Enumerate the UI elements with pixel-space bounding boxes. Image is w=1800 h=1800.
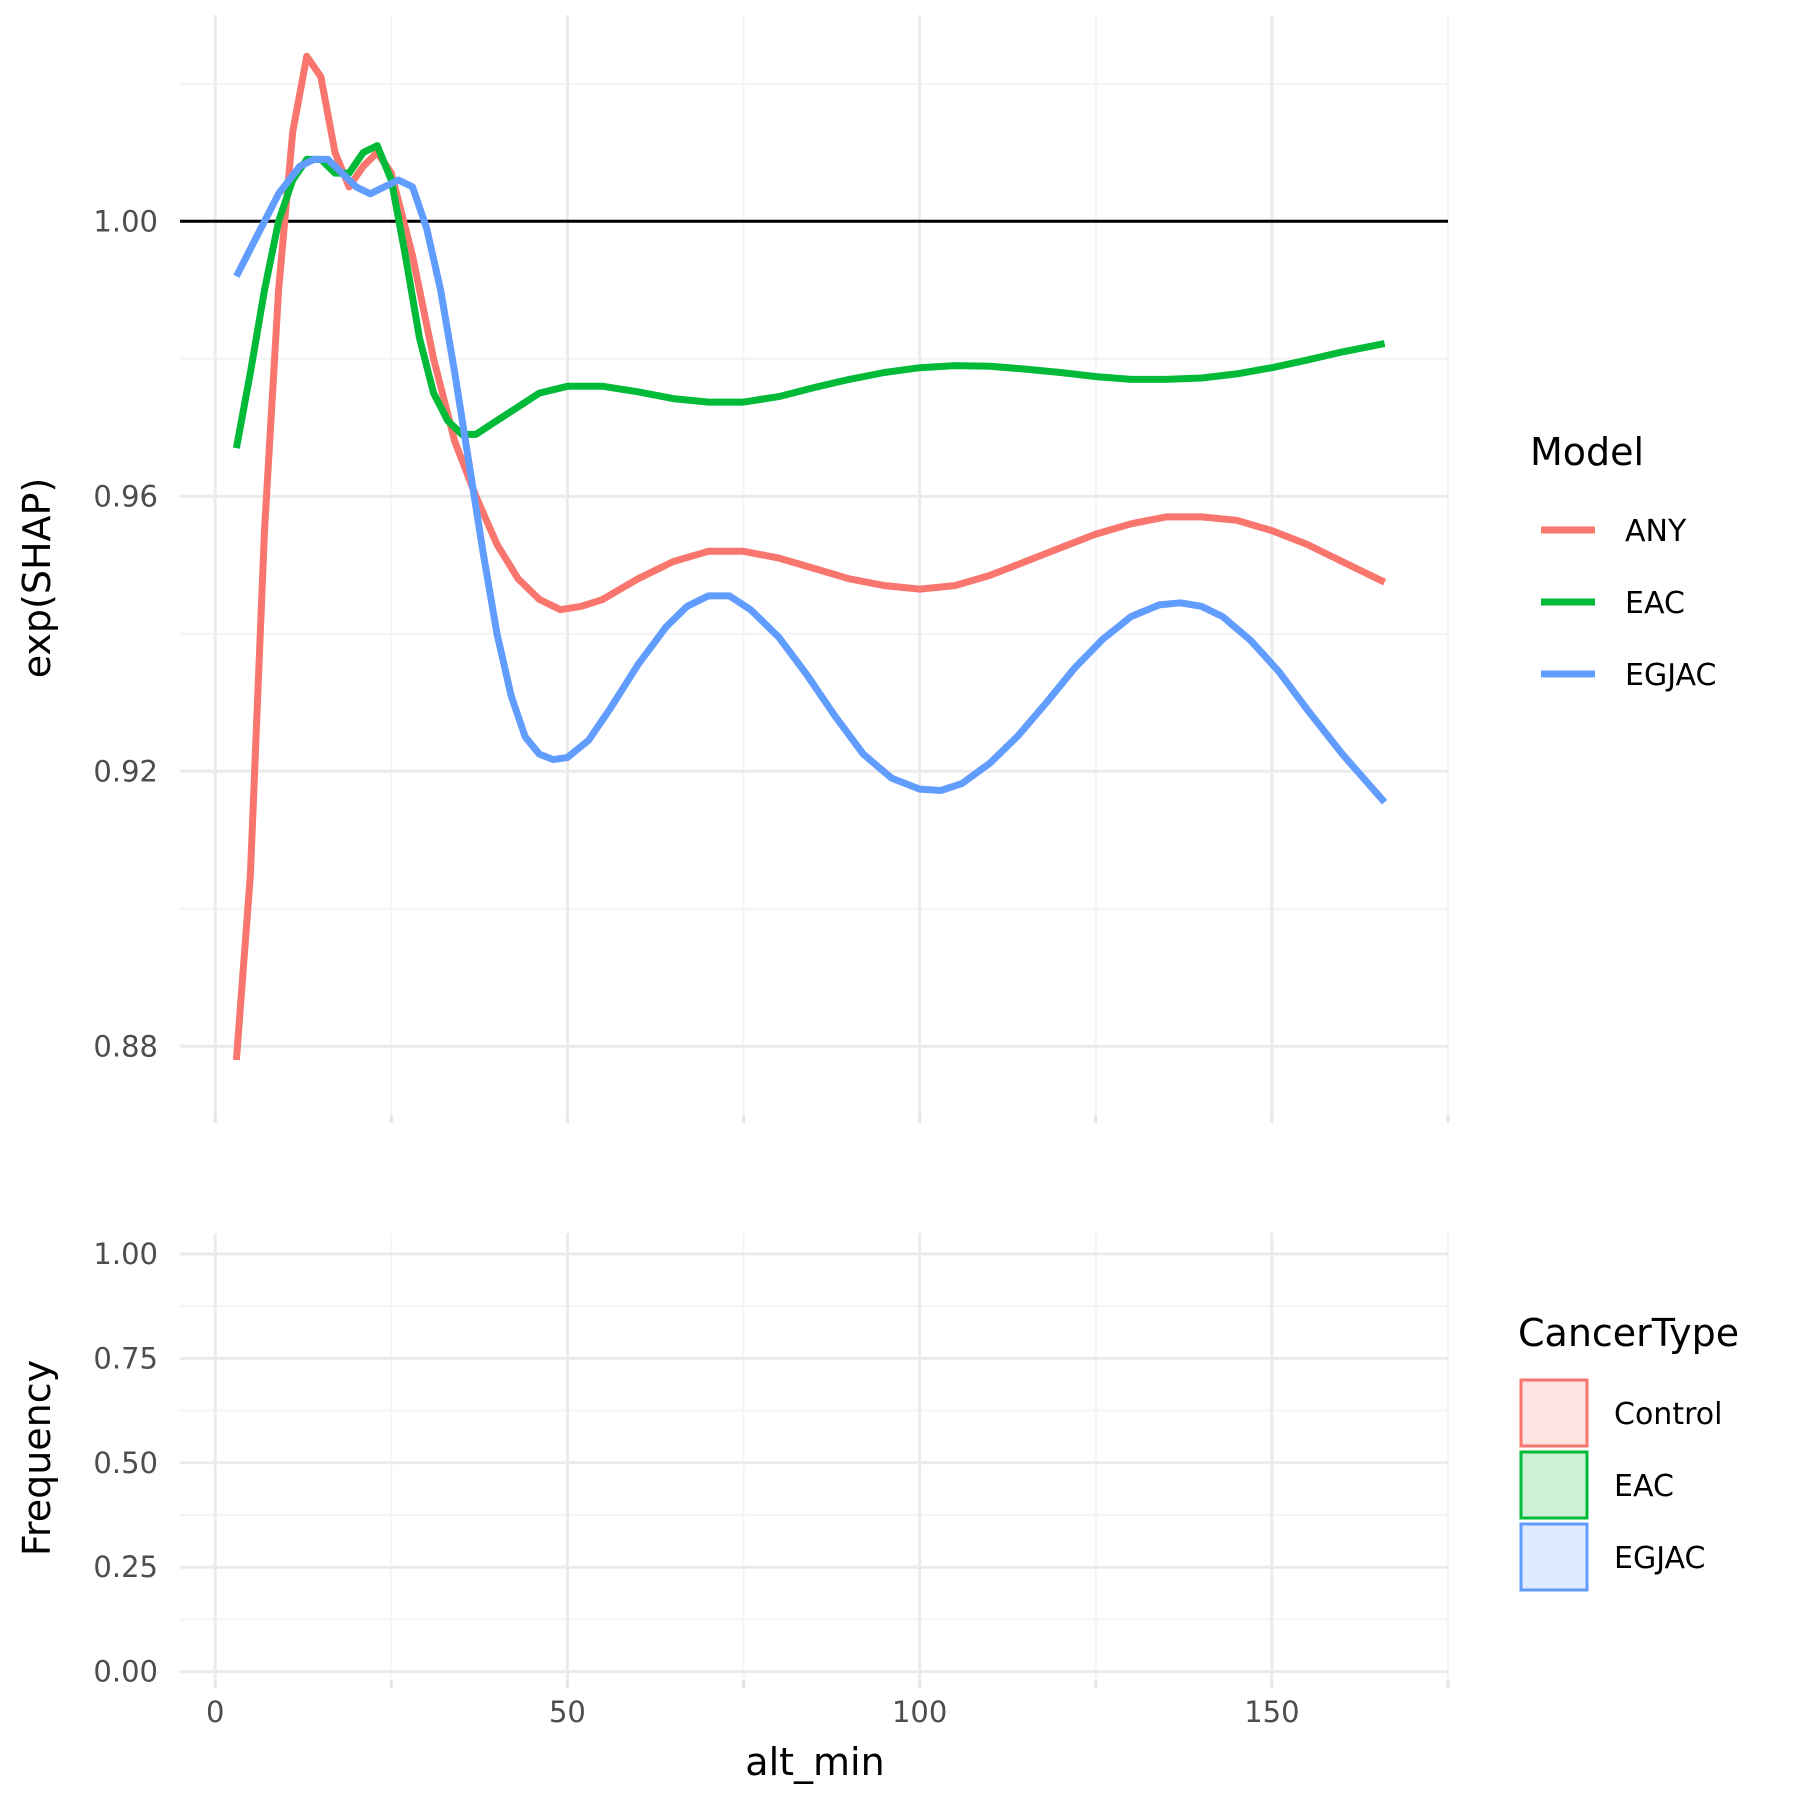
bottom-minor-grid [180, 1233, 1449, 1680]
cancertype-legend: CancerType Control EAC EGJAC [1518, 1311, 1739, 1592]
legend-label-any: ANY [1625, 514, 1687, 549]
bottom-y-tick-label: 1.00 [93, 1237, 158, 1271]
x-axis-title: alt_min [745, 1740, 884, 1784]
top-y-tick-label: 1.00 [93, 204, 158, 238]
top-major-grid [180, 15, 1448, 1115]
bottom-x-ticks [213, 1680, 1450, 1688]
bottom-y-axis-title: Frequency [15, 1360, 59, 1556]
cancertype-legend-items: Control EAC EGJAC [1519, 1378, 1722, 1592]
x-tick-label: 150 [1244, 1695, 1299, 1729]
series-line-any [232, 52, 1387, 1061]
top-y-tick-label: 0.92 [93, 754, 158, 788]
top-minor-grid [180, 15, 1449, 1115]
bottom-y-tick-label: 0.50 [93, 1446, 158, 1480]
legend-key-eac [1519, 1450, 1589, 1520]
top-panel: 0.88 0.92 0.96 1.00 exp(SHAP) [15, 15, 1450, 1123]
legend-key-egjac [1519, 1522, 1589, 1592]
top-y-tick-label: 0.96 [93, 479, 158, 513]
top-y-axis-title: exp(SHAP) [15, 478, 59, 679]
legend-label-control: Control [1614, 1397, 1722, 1432]
model-legend-items: ANY EAC EGJAC [1541, 514, 1716, 693]
model-legend-title: Model [1530, 430, 1644, 474]
bottom-panel: 0.00 0.25 0.50 0.75 1.00 0 50 100 150 Frequency… [15, 1233, 1450, 1784]
legend-label-eac: EAC [1625, 586, 1685, 621]
bottom-major-grid [180, 1233, 1448, 1680]
top-y-tick-labels: 0.88 0.92 0.96 1.00 [93, 204, 158, 1063]
top-x-ticks [213, 1115, 1450, 1123]
x-tick-label: 100 [892, 1695, 947, 1729]
bottom-y-tick-label: 0.75 [93, 1341, 158, 1375]
top-y-tick-label: 0.88 [93, 1029, 158, 1063]
bottom-y-tick-label: 0.25 [93, 1550, 158, 1584]
cancertype-legend-title: CancerType [1518, 1311, 1739, 1355]
series-line-eac [232, 142, 1386, 449]
legend-label-eac: EAC [1614, 1469, 1674, 1504]
x-tick-label: 50 [549, 1695, 586, 1729]
legend-label-egjac: EGJAC [1614, 1541, 1705, 1576]
model-legend: Model ANY EAC EGJAC [1530, 430, 1716, 693]
x-tick-label: 0 [206, 1695, 224, 1729]
bottom-y-tick-labels: 0.00 0.25 0.50 0.75 1.00 [93, 1237, 158, 1689]
series-line-egjac [233, 155, 1388, 805]
top-series-lines [232, 52, 1388, 1061]
bottom-x-tick-labels: 0 50 100 150 [206, 1695, 1300, 1729]
legend-key-control [1519, 1378, 1589, 1448]
bottom-y-tick-label: 0.00 [93, 1655, 158, 1689]
legend-label-egjac: EGJAC [1625, 658, 1716, 693]
